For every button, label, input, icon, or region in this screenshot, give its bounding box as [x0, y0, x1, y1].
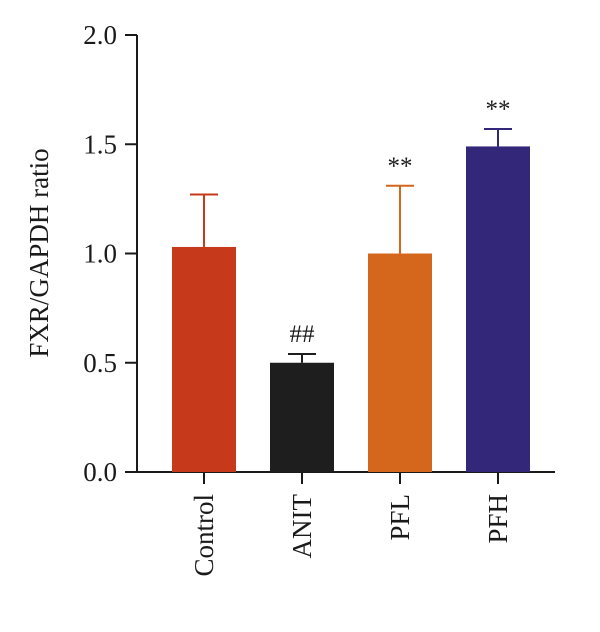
significance-label-3: ** — [486, 96, 511, 123]
y-tick-label-0: 0.0 — [83, 457, 117, 487]
category-label-control: Control — [189, 494, 219, 577]
bar-pfh — [466, 146, 530, 472]
category-label-anit: ANIT — [287, 493, 317, 558]
y-tick-label-2: 1.0 — [83, 239, 117, 269]
y-tick-label-3: 1.5 — [83, 129, 117, 159]
category-label-pfh: PFH — [483, 494, 513, 544]
plot-area: 0.0 0.5 1.0 1.5 2.0 Control ANIT ## PFL ** PFH ** — [83, 20, 555, 577]
significance-label-2: ** — [388, 153, 413, 180]
bar-control — [172, 246, 236, 472]
bar-anit — [270, 362, 334, 472]
significance-label-1: ## — [290, 321, 316, 348]
y-tick-label-1: 0.5 — [83, 348, 117, 378]
category-label-pfl: PFL — [385, 494, 415, 541]
y-axis-title: FXR/GAPDH ratio — [24, 148, 54, 357]
bar-pfl — [368, 253, 432, 472]
y-tick-label-4: 2.0 — [83, 20, 117, 50]
